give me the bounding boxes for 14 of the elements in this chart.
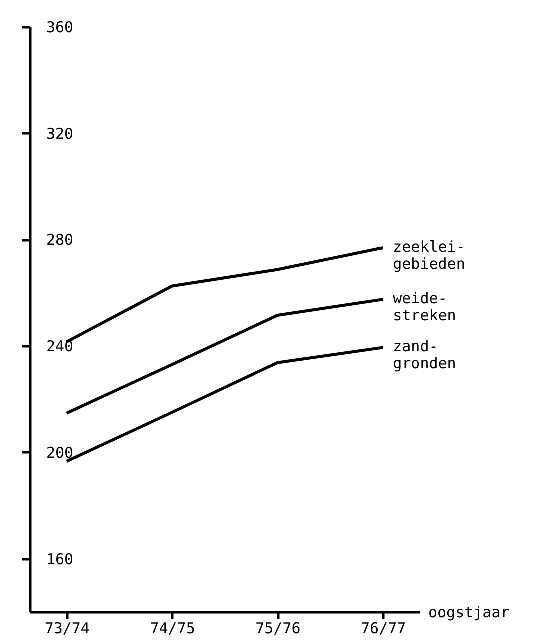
y-tick-label: 320 (46, 124, 74, 143)
x-tick-label: 75/76 (256, 620, 301, 638)
y-tick-label: 280 (46, 231, 74, 250)
y-tick-label: 160 (46, 550, 74, 568)
x-axis-title: oogstjaar (428, 604, 510, 622)
series-label: weide- streken (393, 290, 456, 325)
y-tick-label: 240 (46, 338, 74, 356)
x-tick-label: 73/74 (44, 620, 90, 638)
x-tick-label: 76/77 (361, 620, 406, 638)
x-tick-label: 74/75 (150, 620, 196, 638)
series-label: zand- gronden (393, 338, 456, 373)
series-label: zeeklei- gebieden (393, 238, 466, 273)
y-tick-label: 360 (46, 18, 74, 36)
y-tick-label: 200 (46, 444, 74, 462)
